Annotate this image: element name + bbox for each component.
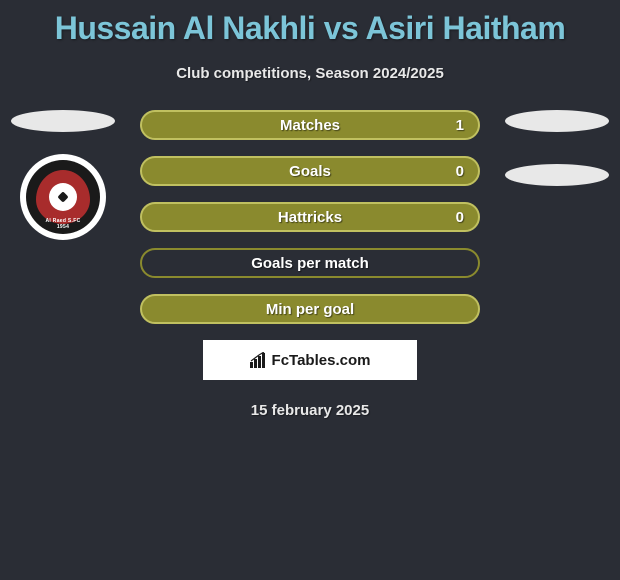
right-player-photo-placeholder: [505, 110, 609, 132]
club-badge-ball-icon: [49, 183, 77, 211]
stat-value-right: 0: [456, 163, 464, 180]
club-badge-shield: [36, 170, 90, 224]
left-player-photo-placeholder: [11, 110, 115, 132]
bar-chart-icon: [250, 352, 268, 368]
stat-value-right: 1: [456, 117, 464, 134]
right-club-photo-placeholder: [505, 164, 609, 186]
club-year: 1954: [57, 224, 69, 230]
stat-bars: Matches 1 Goals 0 Hattricks 0 Goals per match M…: [140, 110, 480, 324]
stat-value-right: 0: [456, 209, 464, 226]
stat-label: Min per goal: [266, 301, 354, 318]
stat-label: Hattricks: [278, 209, 342, 226]
stat-label: Matches: [280, 117, 340, 134]
page-title: Hussain Al Nakhli vs Asiri Haitham: [0, 0, 620, 47]
subtitle: Club competitions, Season 2024/2025: [0, 65, 620, 82]
stat-label: Goals per match: [251, 255, 369, 272]
comparison-content: Al Raed S.FC 1954 Matches1Goals0Hattrick…: [0, 110, 620, 419]
stat-bar: Goals 0: [140, 156, 480, 186]
watermark: FcTables.com: [203, 340, 417, 380]
stat-label: Goals: [289, 163, 331, 180]
right-player-column: [502, 110, 612, 186]
left-player-column: Al Raed S.FC 1954: [8, 110, 118, 240]
stat-bar: Goals per match: [140, 248, 480, 278]
club-badge-text: Al Raed S.FC 1954: [26, 218, 100, 230]
date-label: 15 february 2025: [0, 402, 620, 419]
stat-bar: Matches 1: [140, 110, 480, 140]
stat-bar: Hattricks 0: [140, 202, 480, 232]
left-club-badge: Al Raed S.FC 1954: [20, 154, 106, 240]
watermark-text: FcTables.com: [272, 352, 371, 369]
stat-bar: Min per goal: [140, 294, 480, 324]
club-badge-inner: Al Raed S.FC 1954: [26, 160, 100, 234]
